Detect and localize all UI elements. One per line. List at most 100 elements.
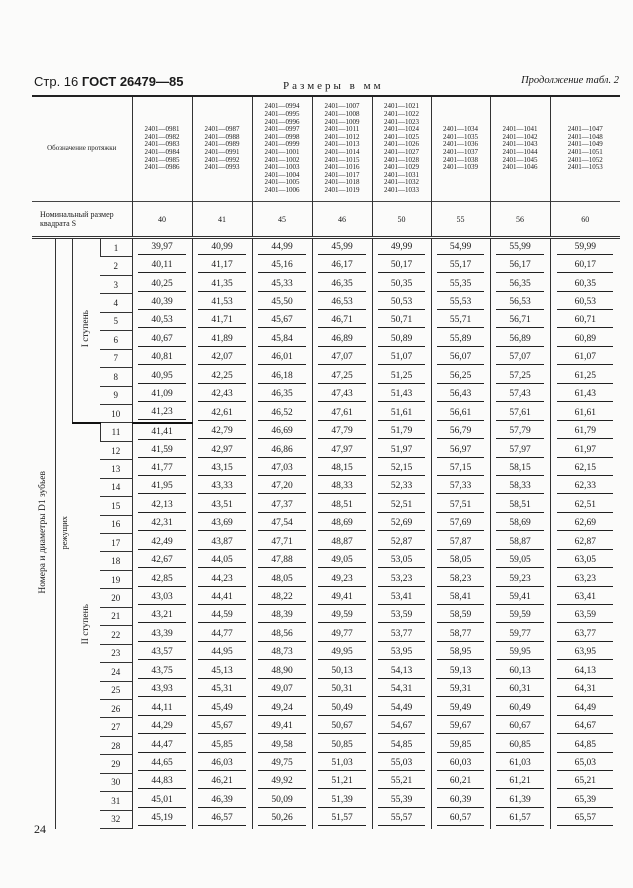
- diameter-value: 44,11: [138, 702, 186, 716]
- table-row: 22 43,39 44,77 48,56 49,77 53,77 58,77 59,77 63,…: [32, 625, 621, 645]
- tooth-diameter: 51,21: [311, 773, 373, 792]
- diameter-value: 45,33: [258, 278, 306, 292]
- tooth-diameter: 57,07: [489, 349, 551, 368]
- tooth-diameter: 43,51: [191, 496, 253, 516]
- tooth-diameter: 49,59: [311, 607, 373, 626]
- diameter-value: 50,31: [318, 683, 366, 698]
- diameter-value: 40,53: [138, 314, 186, 329]
- tooth-diameter: 61,39: [489, 791, 551, 811]
- diameter-value: 54,67: [378, 720, 425, 735]
- diameter-value: 45,50: [258, 296, 306, 311]
- diameter-value: 62,51: [557, 499, 614, 513]
- tooth-diameter: 55,89: [430, 330, 491, 350]
- diameter-value: 51,03: [318, 757, 366, 771]
- tooth-diameter: 47,61: [311, 404, 373, 423]
- diameter-value: 41,77: [138, 462, 186, 476]
- tooth-diameter: 48,69: [311, 515, 373, 534]
- tooth-diameter: 56,71: [489, 312, 551, 331]
- tooth-diameter: 49,23: [311, 570, 373, 589]
- tooth-diameter: 55,53: [430, 293, 491, 313]
- teeth-label: Номера и диаметры D1 зубьев: [32, 238, 55, 829]
- tooth-diameter: 43,69: [191, 515, 253, 534]
- table-row: 4 40,39 41,53 45,50 46,53 50,53 55,53 56,53 60,5…: [32, 293, 621, 313]
- diameter-value: 56,79: [437, 425, 484, 440]
- diameter-value: 56,25: [437, 370, 484, 384]
- table-row: 5 40,53 41,71 45,67 46,71 50,71 55,71 56,71 60,7…: [32, 312, 621, 332]
- diameter-value: 50,26: [258, 812, 306, 827]
- diameter-value: 57,87: [437, 536, 484, 550]
- diameter-value: 45,16: [258, 259, 306, 274]
- nominal-size: 41: [191, 201, 253, 239]
- diameter-value: 58,59: [437, 609, 484, 624]
- tooth-diameter: 44,05: [191, 551, 253, 571]
- tooth-diameter: 43,57: [131, 644, 193, 663]
- designation-row: Обозначение протяжки 2401—0981 2401—0982…: [32, 95, 621, 202]
- tooth-diameter: 55,17: [430, 256, 491, 276]
- diameter-value: 42,97: [198, 444, 246, 458]
- table-row: 29 44,65 46,03 49,75 51,03 55,03 60,03 61,03 65,…: [32, 754, 621, 774]
- tooth-diameter: 41,53: [191, 293, 253, 313]
- tooth-number: 16: [100, 515, 133, 535]
- diameter-value: 53,95: [378, 646, 425, 661]
- diameter-value: 54,99: [437, 241, 484, 255]
- diameter-value: 56,07: [437, 351, 484, 366]
- tooth-diameter: 63,41: [549, 588, 621, 608]
- diameter-value: 45,67: [198, 720, 246, 735]
- diameter-value: 57,61: [496, 407, 544, 421]
- page-header: Стр. 16 ГОСТ 26479—85: [34, 74, 183, 89]
- table-row: 14 41,95 43,33 47,20 48,33 52,33 57,33 58,33 62,…: [32, 478, 621, 498]
- diameter-value: 42,07: [198, 351, 246, 366]
- diameter-value: 46,86: [258, 444, 306, 458]
- diameter-value: 58,69: [496, 517, 544, 532]
- tooth-diameter: 50,49: [311, 699, 373, 718]
- diameter-value: 56,17: [496, 259, 544, 274]
- tooth-diameter: 55,39: [371, 791, 432, 811]
- tooth-diameter: 60,71: [549, 312, 621, 331]
- diameter-value: 59,85: [437, 739, 484, 753]
- diameter-value: 41,95: [138, 480, 186, 495]
- diameter-value: 55,35: [437, 278, 484, 292]
- tooth-diameter: 46,39: [191, 791, 253, 811]
- diameter-value: 47,97: [318, 444, 366, 458]
- tooth-diameter: 61,03: [489, 754, 551, 774]
- diameter-value: 42,49: [138, 536, 186, 550]
- tooth-diameter: 41,89: [191, 330, 253, 350]
- diameter-value: 51,43: [378, 388, 425, 403]
- tooth-number: 13: [100, 459, 133, 479]
- tooth-diameter: 47,03: [251, 459, 313, 479]
- diameter-value: 49,92: [258, 775, 306, 790]
- diameter-value: 42,43: [198, 388, 246, 403]
- diameter-value: 61,61: [557, 407, 614, 421]
- table-row: 24 43,75 45,13 48,90 50,13 54,13 59,13 60,13 64,…: [32, 662, 621, 682]
- tooth-diameter: 44,23: [191, 570, 253, 589]
- table-row: 27 44,29 45,67 49,41 50,67 54,67 59,67 60,67 64,…: [32, 717, 621, 737]
- column-codes: 2401—1041 2401—1042 2401—1043 2401—1044 …: [489, 95, 551, 202]
- tooth-diameter: 45,67: [191, 717, 253, 737]
- diameter-value: 61,97: [557, 444, 614, 458]
- tooth-diameter: 42,49: [131, 533, 193, 552]
- diameter-value: 44,99: [258, 241, 306, 255]
- tooth-number: 5: [100, 312, 133, 332]
- tooth-diameter: 46,35: [251, 386, 313, 405]
- tooth-diameter: 61,61: [549, 404, 621, 423]
- tooth-diameter: 41,77: [131, 459, 193, 479]
- tooth-diameter: 44,65: [131, 754, 193, 774]
- diameter-value: 46,71: [318, 314, 366, 329]
- tooth-diameter: 46,52: [251, 404, 313, 423]
- tooth-diameter: 55,21: [371, 773, 432, 792]
- tooth-diameter: 55,57: [371, 810, 432, 829]
- tooth-diameter: 40,67: [131, 330, 193, 350]
- tooth-diameter: 44,11: [131, 699, 193, 718]
- diameter-value: 44,95: [198, 646, 246, 661]
- tooth-diameter: 54,85: [371, 736, 432, 755]
- column-codes: 2401—1007 2401—1008 2401—1009 2401—1011 …: [311, 95, 373, 202]
- tooth-diameter: 45,99: [311, 237, 373, 257]
- diameter-value: 47,20: [258, 480, 306, 495]
- tooth-diameter: 64,13: [549, 662, 621, 681]
- diameter-value: 56,71: [496, 314, 544, 329]
- table-row: 31 45,01 46,39 50,09 51,39 55,39 60,39 61,39 65,…: [32, 791, 621, 811]
- tooth-diameter: 48,33: [311, 478, 373, 497]
- tooth-diameter: 46,89: [311, 330, 373, 350]
- tooth-diameter: 44,99: [251, 237, 313, 257]
